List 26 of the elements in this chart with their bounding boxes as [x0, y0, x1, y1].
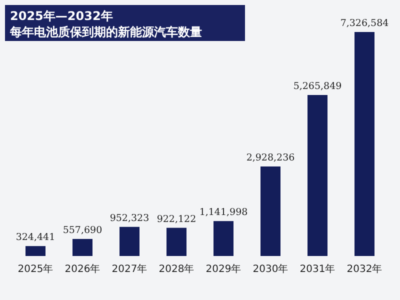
data-label: 5,265,849	[293, 81, 342, 92]
bar	[166, 228, 186, 256]
bar	[354, 32, 374, 256]
data-label: 922,122	[156, 214, 196, 225]
bar	[214, 221, 234, 256]
bar	[260, 166, 280, 256]
data-label: 7,326,584	[340, 18, 389, 29]
bar	[26, 246, 46, 256]
x-tick-label: 2030年	[252, 263, 288, 275]
data-label: 1,141,998	[199, 207, 248, 218]
x-tick-label: 2032年	[346, 263, 382, 275]
bar	[72, 238, 92, 256]
data-label: 952,323	[110, 212, 150, 224]
x-tick-label: 2028年	[158, 263, 194, 275]
x-tick-label: 2026年	[64, 263, 100, 275]
bar	[308, 95, 328, 256]
data-label: 557,690	[62, 224, 102, 236]
x-tick-label: 2025年	[18, 263, 54, 275]
bar	[120, 226, 140, 256]
chart-subtitle: 每年电池质保到期的新能源汽车数量	[9, 25, 202, 39]
chart-title: 2025年—2032年	[10, 9, 113, 23]
data-label: 2,928,236	[246, 152, 295, 164]
x-tick-label: 2027年	[112, 263, 148, 275]
x-tick-label: 2029年	[206, 263, 242, 275]
x-tick-label: 2031年	[300, 263, 336, 275]
data-label: 324,441	[16, 232, 56, 244]
